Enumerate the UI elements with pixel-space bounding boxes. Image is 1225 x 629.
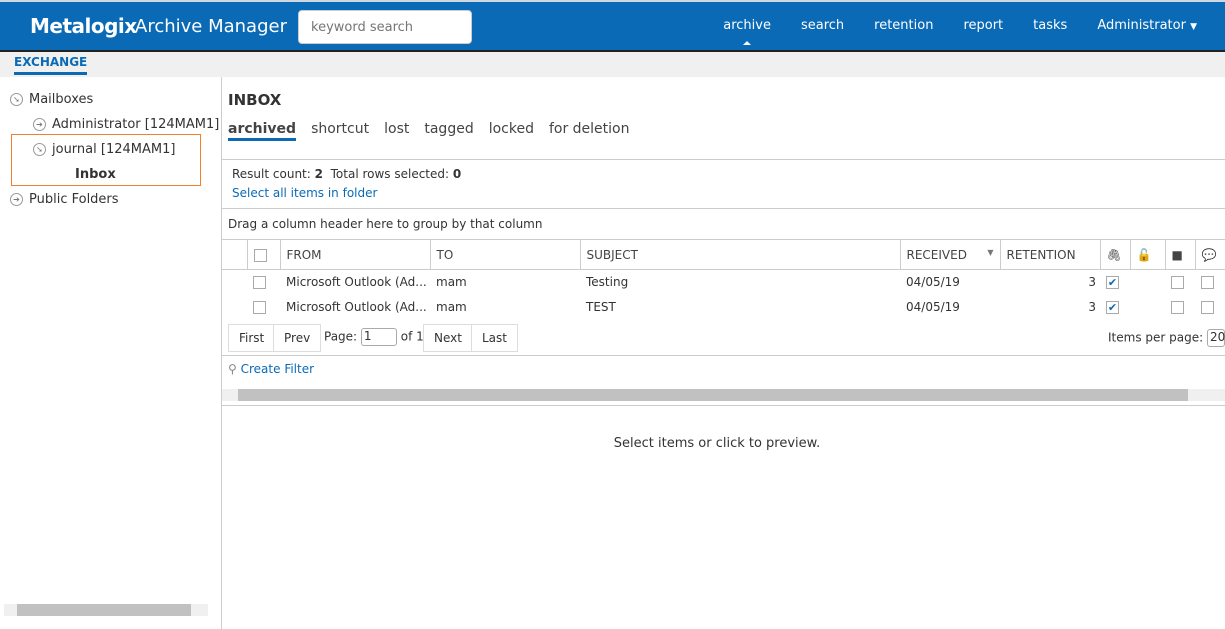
nav-retention[interactable]: retention [874,18,934,33]
nav-administrator[interactable]: Administrator ▼ [1097,18,1197,33]
tag-checkbox[interactable] [1171,301,1184,314]
tree-administrator[interactable]: ➔ Administrator [124MAM1] [33,117,219,132]
tree-mailboxes[interactable]: ➘ Mailboxes [10,92,93,107]
tab-tagged[interactable]: tagged [424,121,474,137]
comment-checkbox[interactable] [1201,276,1214,290]
tab-archived[interactable]: archived [228,121,297,141]
tab-lost[interactable]: lost [384,121,410,137]
table-row[interactable]: Microsoft Outlook (Ad... mam Testing 04/05/… [222,270,1225,295]
select-all-link[interactable]: Select all items in folder [232,186,378,200]
logo: Metalogix [30,14,137,38]
caret-down-icon: ▼ [1190,22,1197,32]
expand-icon: ➔ [10,193,23,206]
sidebar: ➘ Mailboxes ➔ Administrator [124MAM1] ➘ jou… [0,77,222,629]
row-checkbox[interactable] [253,301,266,314]
scroll-thumb[interactable] [17,604,191,616]
keyword-search-input[interactable] [298,10,472,44]
grid-scrollbar[interactable] [222,389,1225,401]
create-filter-link[interactable]: ⚲ Create Filter [228,362,315,376]
last-page-button[interactable]: Last [471,324,518,352]
nav-tasks[interactable]: tasks [1033,18,1068,33]
table-row[interactable]: Microsoft Outlook (Ad... mam TEST 04/05/19 … [222,295,1225,320]
filter-icon: ⚲ [228,362,237,376]
tree-inbox[interactable]: Inbox [75,167,116,182]
scroll-thumb[interactable] [238,389,1188,401]
group-hint: Drag a column header here to group by th… [228,217,543,231]
user-label: Administrator [1097,18,1186,33]
expand-icon: ➔ [33,118,46,131]
next-page-button[interactable]: Next [423,324,473,352]
nav-search[interactable]: search [800,18,845,33]
sidebar-scrollbar[interactable] [4,604,208,616]
lock-icon[interactable]: 🔓 [1129,239,1165,270]
select-all-checkbox[interactable] [246,239,280,270]
result-summary: Result count: 2 Total rows selected: 0 [232,167,462,181]
sort-icon: ▼ [987,247,994,257]
tab-locked[interactable]: locked [488,121,534,137]
prev-page-button[interactable]: Prev [273,324,322,352]
col-to[interactable]: TO [429,239,580,270]
tab-exchange[interactable]: EXCHANGE [14,55,88,75]
tag-icon[interactable]: ■ [1164,239,1195,270]
top-bar: Metalogix Archive Manager archive search… [0,0,1225,52]
page-input[interactable]: 1 [360,328,397,346]
preview-placeholder: Select items or click to preview. [613,436,821,451]
collapse-icon: ➘ [33,143,46,156]
items-per-page-input[interactable]: 20 [1207,329,1225,347]
col-subject[interactable]: SUBJECT [579,239,900,270]
tree-journal[interactable]: ➘ journal [124MAM1] [33,142,175,157]
page-control: Page: 1 of 1 [324,328,424,346]
message-table: FROM TO SUBJECT RECEIVED ▼ RETENTION 🖇 🔓 … [222,239,1225,320]
expand-icon: ➘ [10,93,23,106]
col-retention[interactable]: RETENTION [999,239,1100,270]
tree-public-folders[interactable]: ➔ Public Folders [10,192,119,207]
row-checkbox[interactable] [253,276,266,290]
attachment-icon[interactable]: 🖇 [1099,239,1130,270]
page-title: INBOX [228,91,282,109]
tag-checkbox[interactable] [1171,276,1184,290]
selection-highlight [11,134,201,186]
col-from[interactable]: FROM [279,239,430,270]
nav-report[interactable]: report [963,18,1004,33]
comment-checkbox[interactable] [1201,301,1214,314]
tab-for-deletion[interactable]: for deletion [548,121,630,137]
tab-shortcut[interactable]: shortcut [311,121,370,137]
attachment-checkbox: ✔ [1106,301,1119,314]
items-per-page: Items per page: 20 [1108,329,1225,347]
app-name: Archive Manager [135,16,287,37]
col-received[interactable]: RECEIVED ▼ [899,239,1000,270]
comment-icon[interactable]: 💬 [1194,239,1225,270]
first-page-button[interactable]: First [228,324,276,352]
nav-archive[interactable]: archive [723,18,771,45]
attachment-checkbox: ✔ [1106,276,1119,290]
